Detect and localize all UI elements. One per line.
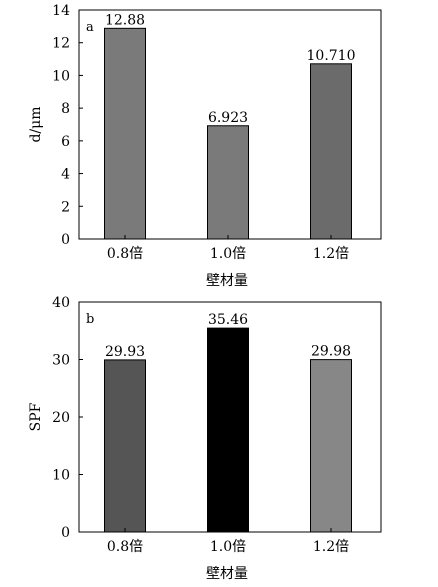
x-tick-label-3: 1.2倍 (313, 246, 349, 262)
data-label-1: 29.93 (105, 344, 145, 360)
panel-letter: b (86, 312, 94, 327)
y-axis-title: d/μm (28, 106, 44, 142)
y-tick-label-5: 40 (52, 295, 70, 311)
y-axis-title: SPF (28, 402, 44, 431)
y-tick-label-8: 14 (52, 3, 70, 19)
y-tick-label-7: 12 (52, 36, 70, 52)
x-tick-label-3: 1.2倍 (313, 539, 349, 555)
data-label-3: 10.710 (307, 48, 356, 64)
x-tick-label-1: 0.8倍 (107, 246, 143, 262)
plot-frame (78, 9, 382, 240)
y-tick-label-3: 4 (61, 167, 70, 183)
y-tick-label-2: 10 (52, 468, 70, 484)
y-tick-label-1: 0 (61, 232, 70, 248)
y-tick-label-4: 6 (61, 134, 70, 150)
data-label-3: 29.98 (311, 344, 351, 360)
x-tick-label-2: 1.0倍 (210, 539, 246, 555)
x-tick-label-2: 1.0倍 (210, 246, 246, 262)
data-label-2: 6.923 (208, 110, 248, 126)
bar-3 (310, 63, 352, 240)
y-tick-label-5: 8 (61, 101, 70, 117)
x-tick-label-1: 0.8倍 (107, 539, 143, 555)
chart-panel-a: 12.88 0.8倍 6.923 1.0倍 10.710 1.2倍 0 2 4 6 8 10 12 14 a… (28, 3, 382, 289)
chart-panel-b: 29.93 0.8倍 35.46 1.0倍 29.98 1.2倍 0 10 20 30 40 b 壁材量… (28, 295, 382, 582)
panel-letter: a (86, 20, 94, 35)
data-label-2: 35.46 (208, 312, 248, 328)
y-tick-label-6: 10 (52, 68, 70, 84)
x-axis-title: 壁材量 (206, 273, 248, 289)
y-tick-label-1: 0 (61, 525, 70, 541)
y-tick-label-3: 20 (52, 410, 70, 426)
data-label-1: 12.88 (105, 12, 145, 28)
bar-2 (207, 125, 249, 240)
y-tick-label-4: 30 (52, 353, 70, 369)
bar-3 (310, 359, 352, 533)
bar-2 (207, 327, 249, 533)
bar-1 (104, 359, 146, 533)
y-tick-label-2: 2 (61, 199, 70, 215)
bar-1 (104, 27, 146, 240)
x-axis-title: 壁材量 (206, 566, 248, 582)
